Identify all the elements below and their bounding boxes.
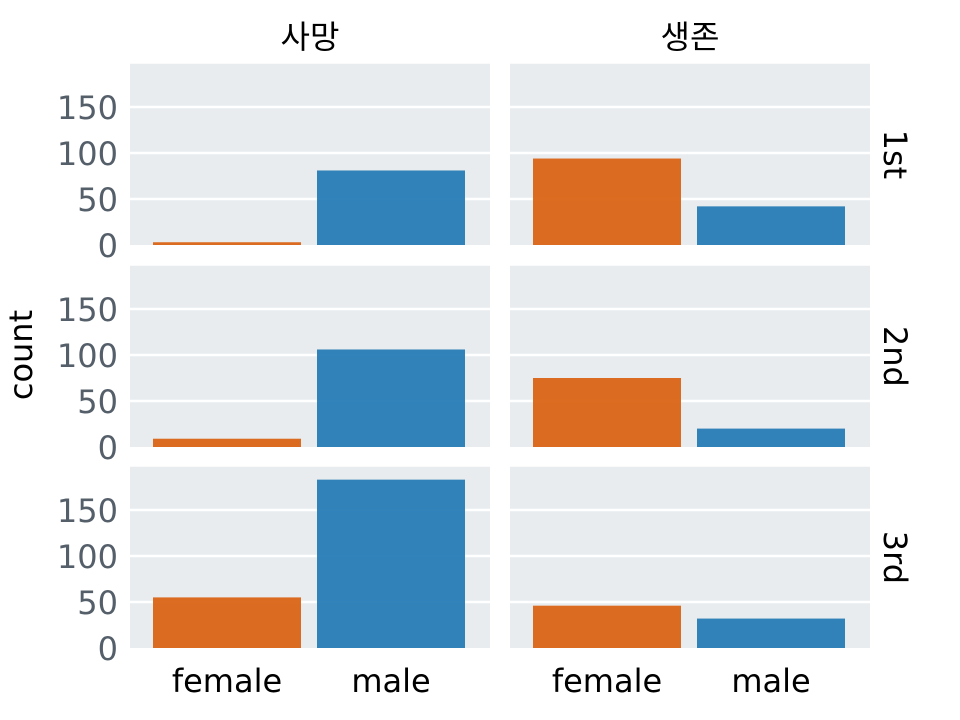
x-tick-label: male	[351, 662, 430, 700]
row-strip-label: 2nd	[876, 326, 914, 387]
x-tick-label: female	[552, 662, 662, 700]
y-tick-label: 150	[57, 89, 118, 127]
bar-3rd-사망-female	[153, 597, 301, 648]
y-tick-label: 100	[57, 135, 118, 173]
y-tick-label: 150	[57, 291, 118, 329]
bar-2nd-사망-female	[153, 438, 301, 447]
bar-3rd-사망-male	[317, 479, 465, 648]
y-axis-label: count	[2, 310, 40, 400]
bar-2nd-생존-male	[697, 428, 845, 447]
column-strip-label: 사망	[281, 18, 340, 56]
column-strip-label: 생존	[661, 18, 720, 56]
y-tick-label: 100	[57, 538, 118, 576]
y-tick-label: 150	[57, 492, 118, 530]
y-tick-label: 50	[77, 181, 118, 219]
row-strip-label: 3rd	[876, 531, 914, 584]
bar-3rd-생존-female	[533, 605, 681, 648]
y-tick-label: 0	[98, 630, 118, 668]
bar-1st-생존-female	[533, 158, 681, 245]
bar-2nd-생존-female	[533, 378, 681, 447]
y-tick-label: 50	[77, 383, 118, 421]
y-tick-label: 0	[98, 429, 118, 467]
y-tick-label: 100	[57, 337, 118, 375]
row-strip-label: 1st	[876, 130, 914, 180]
bar-1st-생존-male	[697, 206, 845, 245]
bar-1st-사망-female	[153, 242, 301, 245]
x-tick-label: male	[731, 662, 810, 700]
y-tick-label: 50	[77, 584, 118, 622]
x-tick-label: female	[172, 662, 282, 700]
y-tick-label: 0	[98, 227, 118, 265]
bar-3rd-생존-male	[697, 618, 845, 648]
bar-1st-사망-male	[317, 170, 465, 245]
bar-2nd-사망-male	[317, 349, 465, 447]
